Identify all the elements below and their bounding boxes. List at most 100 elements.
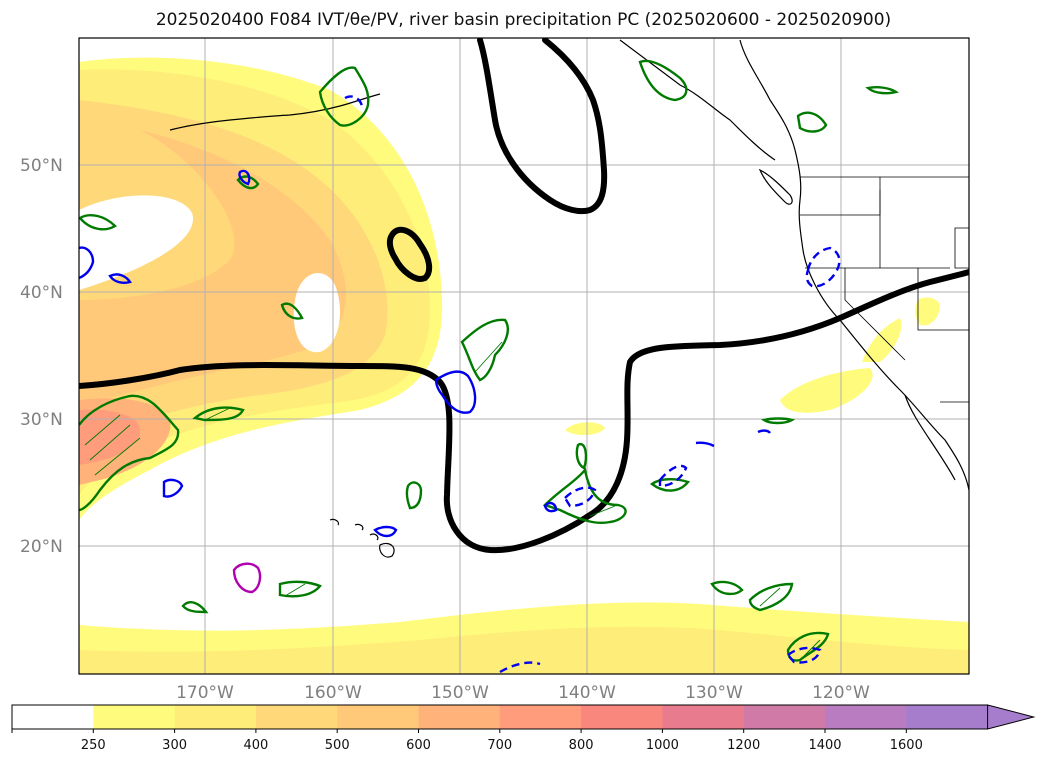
colorbar-segment [12,705,94,729]
contour-blue-dashed-nw [344,95,364,107]
vancouver-island [758,168,793,205]
colorbar-tick-label: 300 [162,738,187,753]
ivt-patch-sierra [862,318,902,362]
contour-green-subtropic-c [192,406,245,422]
contour-green-gulf-alaska-a [318,66,370,127]
contour-green-bc [796,111,828,133]
ivt-patch-hawaii-north [565,422,605,436]
colorbar-tick-label: 600 [406,738,431,753]
contour-blue-dashed-east [658,464,688,488]
colorbar-segment [906,705,989,729]
contour-green-east-b [710,580,744,596]
contour-green-aleutian [236,175,260,190]
contour-blue-small-b [695,441,715,448]
contour-blue-dashed-south [499,661,541,674]
colorbar-tick-label: 1200 [727,738,760,753]
aleutian-coast [169,93,381,131]
ivt-plume-500 [79,130,347,405]
contour-black-closed [386,226,433,282]
longitude-labels: 170°W 160°W 150°W 140°W 130°W 120°W [176,683,870,703]
lat-label-20: 20°N [20,537,63,557]
colorbar-tick-label: 1400 [808,738,841,753]
ivt-plume-700 [79,409,140,465]
contour-green-central-a [280,302,304,320]
contour-green-gulf-alaska-b [638,59,688,102]
contour-green-east-e [865,86,899,95]
contour-blue-dashed-hawaii [563,486,597,508]
black-contours [79,38,969,554]
lat-label-30: 30°N [20,410,63,430]
coastlines [169,39,969,558]
latitude-labels: 50°N 40°N 30°N 20°N [20,156,63,557]
lon-label-150w: 150°W [431,683,489,703]
colorbar-segment [174,705,257,729]
contour-blue-west [79,246,95,280]
lat-label-50: 50°N [20,156,63,176]
colorbar-tick-label: 400 [243,738,268,753]
contour-blue-aleutian [238,169,251,186]
contour-blue-dashed-sw [786,646,822,664]
contour-green-hawaii-a [405,481,423,510]
lon-label-170w: 170°W [176,683,234,703]
lon-label-140w: 140°W [558,683,616,703]
contour-blue-sw [162,478,184,498]
contour-blue-small-a [543,501,558,513]
contour-blue-west-b [108,273,132,284]
colorbar-segment [581,705,663,729]
graticule [79,38,969,674]
ivt-shading [79,57,969,674]
contour-green-hawaii-c [575,442,588,470]
contour-green-east-d [761,417,796,425]
blue-contours [79,95,841,674]
colorbar: 250 300 400 500 600 700 800 1000 1200 1400 1600 [11,704,1036,753]
hatching [84,341,821,661]
lon-label-130w: 130°W [685,683,743,703]
utah-border [954,227,969,269]
colorbar-extend-arrow [987,704,1036,730]
colorbar-tick-label: 1000 [646,738,679,753]
contour-black-zonal [79,269,969,554]
contour-blue-central [434,370,477,414]
ivt-hole-central [293,273,340,353]
colorbar-tick-label: 700 [487,738,512,753]
contour-blue-hawaii [373,525,398,538]
contour-green-east-c [748,582,794,612]
contour-green-hawaii-b [542,467,627,524]
north-america-coast [739,39,969,491]
contour-green-west-a [79,214,117,231]
ivt-south-band-inner [79,626,969,674]
colorbar-segment [825,705,907,729]
lat-label-40: 40°N [20,283,63,303]
map-title: 2025020400 F084 IVT/θe/PV, river basin p… [155,10,892,30]
colorbar-segment [662,705,745,729]
hawaii-islands [329,518,395,558]
baja-california [904,394,956,481]
ivt-patch-california [780,368,873,413]
magenta-contours [232,562,262,594]
contour-blue-small-c [757,429,771,434]
colorbar-tick-label: 1600 [890,738,923,753]
contour-green-south-a [278,580,322,598]
colorbar-segment [337,705,419,729]
colorbar-tick-label: 500 [325,738,350,753]
colorbar-segment [499,705,582,729]
colorbar-segment [255,705,338,729]
colorbar-tick-label: 250 [81,738,106,753]
contour-black-trough [477,38,608,215]
green-contours [79,59,899,662]
colorbar-segment [93,705,176,729]
contour-magenta-south [232,562,262,594]
contour-blue-dashed-california [805,246,841,288]
map-panel [79,38,969,674]
map-frame [78,37,970,675]
colorbar-tick-label: 800 [569,738,594,753]
colorbar-segment [743,705,826,729]
colorbar-segment [418,705,501,729]
california-nevada-diagonal [844,268,906,361]
contour-green-subtropic-b [79,394,180,512]
ivt-patch-great-basin [915,297,940,326]
lon-label-160w: 160°W [304,683,362,703]
contour-green-subtropic-a [460,318,509,382]
contour-green-south-b [181,601,209,614]
